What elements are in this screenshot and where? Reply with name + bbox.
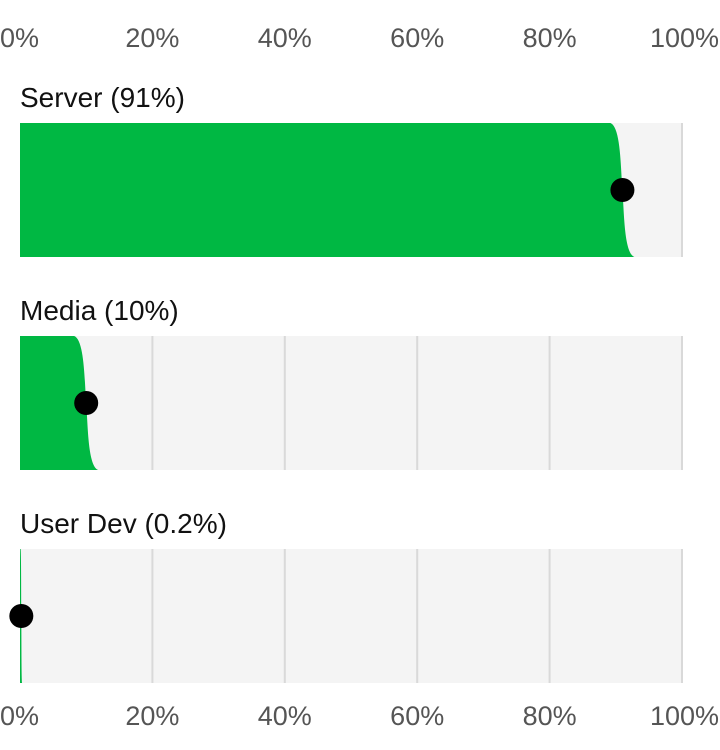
top-axis: 0% 20% 40% 60% 80% 100% (0, 23, 719, 53)
top-axis-tick-label-4: 80% (523, 23, 577, 53)
row-track-1 (20, 336, 682, 470)
row-marker-2 (9, 604, 34, 628)
chart-rows: Server (91%) Media (10%) User Dev (0.2%) (9, 82, 683, 683)
bottom-axis-tick-label-0: 0% (0, 701, 39, 731)
row-fill-0 (20, 123, 635, 257)
row-label-1: Media (10%) (20, 295, 179, 326)
bottom-axis-tick-label-2: 40% (258, 701, 312, 731)
row-track-2 (20, 549, 682, 683)
top-axis-tick-label-5: 100% (650, 23, 719, 53)
bottom-axis-tick-label-4: 80% (523, 701, 577, 731)
row-marker-0 (610, 178, 635, 202)
row-1: Media (10%) (20, 295, 683, 470)
row-2: User Dev (0.2%) (9, 508, 683, 683)
bottom-axis-tick-label-3: 60% (390, 701, 444, 731)
row-marker-1 (74, 391, 99, 415)
bottom-axis-tick-label-5: 100% (650, 701, 719, 731)
bottom-axis: 0% 20% 40% 60% 80% 100% (0, 701, 719, 731)
top-axis-tick-label-0: 0% (0, 23, 39, 53)
top-axis-tick-label-2: 40% (258, 23, 312, 53)
row-label-2: User Dev (0.2%) (20, 508, 227, 539)
bottom-axis-tick-label-1: 20% (125, 701, 179, 731)
row-0: Server (91%) (20, 82, 683, 257)
top-axis-tick-label-3: 60% (390, 23, 444, 53)
row-label-0: Server (91%) (20, 82, 185, 113)
top-axis-tick-label-1: 20% (125, 23, 179, 53)
row-fill-1 (20, 336, 99, 470)
